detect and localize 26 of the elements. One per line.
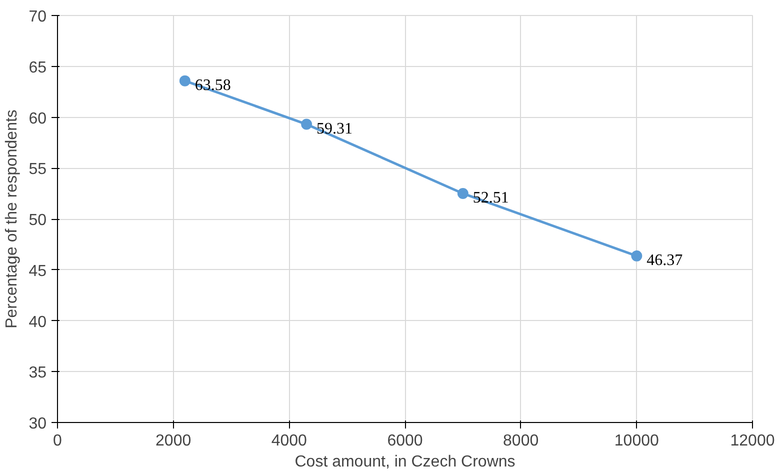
y-tick-label: 55 [28,161,47,178]
y-tick-label: 30 [28,416,47,432]
data-label: 52.51 [472,189,509,206]
point [179,75,190,86]
y-tick-label: 70 [28,8,47,26]
y-axis-title: Percentage of the respondents [4,110,21,328]
x-tick-label: 0 [53,432,62,450]
x-axis-title: Cost amount, in Czech Crowns [294,454,516,470]
data-label: 59.31 [316,120,353,138]
data-label: 46.37 [646,252,683,269]
point [457,188,468,199]
x-tick-label: 2000 [156,432,192,450]
x-tick-label: 12000 [730,432,775,450]
y-tick-label: 65 [28,59,47,76]
data-label: 63.58 [194,76,231,94]
x-tick-label: 10000 [614,432,660,450]
y-tick-label: 50 [28,212,47,229]
y-tick-label: 45 [28,262,47,280]
x-tick-label: 6000 [387,432,423,450]
x-tick-label: 8000 [503,432,539,450]
y-tick-label: 35 [28,364,47,382]
y-tick-label: 40 [28,314,47,331]
point [631,250,642,262]
x-tick-label: 4000 [271,432,308,450]
y-tick-label: 60 [28,110,47,128]
point [301,118,312,130]
